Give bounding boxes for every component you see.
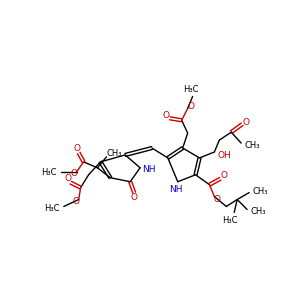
Text: O: O [72,197,79,206]
Text: O: O [214,195,221,204]
Text: H₃C: H₃C [44,204,60,213]
Text: CH₃: CH₃ [252,187,268,196]
Text: H₃C: H₃C [183,85,198,94]
Text: O: O [187,102,194,111]
Text: O: O [70,169,77,178]
Text: O: O [130,193,138,202]
Text: O: O [64,174,71,183]
Text: OH: OH [218,152,231,160]
Text: CH₃: CH₃ [244,140,260,149]
Text: CH₃: CH₃ [106,149,122,158]
Text: O: O [73,143,80,152]
Text: O: O [221,171,228,180]
Text: O: O [243,118,250,127]
Text: H₃C: H₃C [41,168,57,177]
Text: H₃C: H₃C [223,216,238,225]
Text: CH₃: CH₃ [250,207,266,216]
Text: NH: NH [169,185,182,194]
Text: O: O [162,111,169,120]
Text: NH: NH [142,165,156,174]
